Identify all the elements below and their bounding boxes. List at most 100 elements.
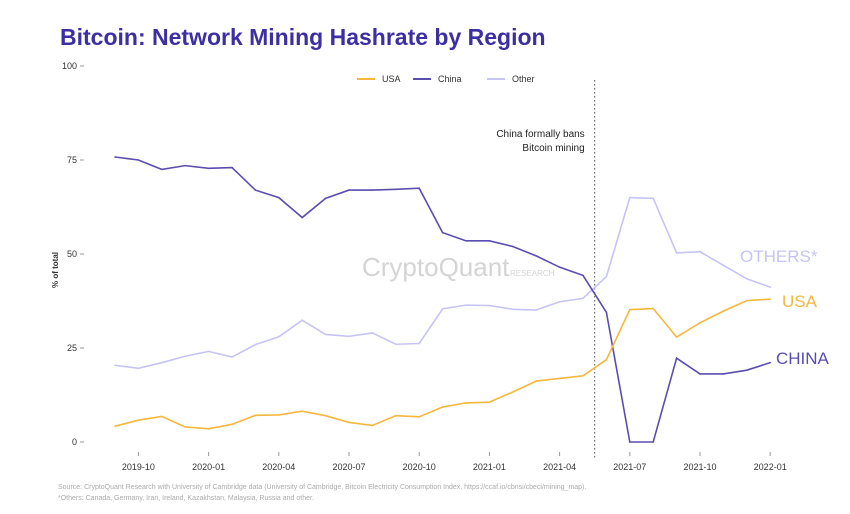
data-point-other bbox=[746, 278, 748, 280]
data-point-china bbox=[348, 189, 350, 191]
data-point-china bbox=[675, 357, 678, 359]
data-point-other bbox=[558, 300, 561, 303]
data-point-china bbox=[441, 231, 444, 234]
data-point-usa bbox=[488, 401, 491, 403]
others-footnote: *Others: Canada, Germany, Iran, Ireland,… bbox=[58, 495, 314, 502]
x-tick-label: 2020-10 bbox=[403, 462, 436, 472]
data-point-china bbox=[371, 189, 374, 191]
series-line-china bbox=[114, 156, 771, 443]
data-point-other bbox=[301, 319, 304, 321]
y-axis-label: % of total bbox=[51, 252, 60, 288]
data-point-usa bbox=[348, 421, 350, 424]
annotation-text: Bitcoin mining bbox=[522, 143, 584, 154]
data-point-china bbox=[769, 361, 771, 364]
data-point-china bbox=[254, 189, 257, 191]
series-line-usa bbox=[114, 298, 771, 430]
data-point-usa bbox=[675, 336, 678, 338]
data-point-usa bbox=[582, 375, 584, 377]
data-point-other bbox=[114, 364, 116, 367]
data-point-china bbox=[161, 168, 163, 171]
watermark: CryptoQuant bbox=[362, 252, 510, 282]
data-point-other bbox=[231, 356, 233, 358]
annotation-text: China formally bans bbox=[496, 129, 584, 140]
data-point-other bbox=[652, 197, 654, 200]
data-point-other bbox=[465, 304, 467, 306]
data-point-usa bbox=[231, 423, 233, 426]
data-point-other bbox=[675, 252, 678, 254]
data-point-usa bbox=[769, 298, 771, 300]
y-tick-label: 0 bbox=[72, 437, 77, 447]
data-point-other bbox=[441, 308, 444, 310]
data-point-usa bbox=[441, 406, 444, 408]
x-tick-label: 2021-10 bbox=[683, 462, 716, 472]
data-point-china bbox=[605, 311, 608, 314]
series-line-other bbox=[114, 196, 771, 370]
data-point-other bbox=[488, 304, 491, 307]
x-tick-label: 2020-01 bbox=[192, 462, 225, 472]
data-point-china bbox=[488, 240, 491, 242]
end-label-other: OTHERS* bbox=[740, 247, 818, 266]
data-point-china bbox=[535, 255, 537, 257]
y-tick-label: 25 bbox=[67, 343, 77, 353]
legend-label-other: Other bbox=[512, 74, 535, 84]
source-note: Source: CryptoQuant Research with Univer… bbox=[58, 484, 587, 491]
data-point-other bbox=[418, 342, 421, 345]
data-point-china bbox=[699, 373, 701, 375]
x-tick-label: 2020-04 bbox=[262, 462, 295, 472]
data-point-other bbox=[512, 308, 514, 311]
data-point-usa bbox=[371, 424, 374, 427]
chart-title: Bitcoin: Network Mining Hashrate by Regi… bbox=[60, 24, 546, 50]
data-point-other bbox=[699, 250, 701, 253]
x-tick-label: 2020-07 bbox=[332, 462, 365, 472]
data-point-usa bbox=[207, 428, 210, 430]
data-point-china bbox=[207, 167, 210, 170]
data-point-china bbox=[746, 369, 748, 371]
data-point-usa bbox=[512, 391, 514, 393]
data-point-other bbox=[605, 275, 608, 278]
x-tick-label: 2022-01 bbox=[754, 462, 787, 472]
data-point-other bbox=[278, 335, 280, 338]
data-point-other bbox=[254, 343, 257, 346]
data-point-china bbox=[114, 156, 116, 158]
data-point-other bbox=[184, 355, 186, 358]
end-label-usa: USA bbox=[782, 292, 818, 311]
data-point-usa bbox=[746, 299, 748, 302]
data-point-other bbox=[324, 333, 327, 336]
x-tick-label: 2021-01 bbox=[473, 462, 506, 472]
x-tick-label: 2021-04 bbox=[543, 462, 576, 472]
data-point-usa bbox=[629, 308, 631, 311]
data-point-usa bbox=[652, 307, 654, 310]
data-point-china bbox=[465, 240, 467, 242]
data-point-usa bbox=[161, 415, 163, 418]
data-point-china bbox=[301, 216, 304, 219]
data-point-usa bbox=[184, 426, 186, 428]
data-point-usa bbox=[535, 380, 537, 382]
data-point-other bbox=[629, 196, 631, 199]
data-point-usa bbox=[324, 414, 327, 417]
data-point-usa bbox=[301, 410, 304, 412]
data-point-other bbox=[371, 332, 374, 334]
data-point-other bbox=[348, 335, 350, 338]
data-point-usa bbox=[418, 416, 421, 418]
data-point-usa bbox=[558, 377, 561, 380]
y-tick-label: 100 bbox=[62, 61, 77, 71]
data-point-china bbox=[652, 441, 654, 443]
data-point-china bbox=[395, 188, 397, 191]
data-point-other bbox=[535, 309, 537, 311]
x-tick-label: 2021-07 bbox=[613, 462, 646, 472]
legend-label-china: China bbox=[438, 74, 462, 84]
data-point-china bbox=[278, 196, 280, 199]
watermark-sub: RESEARCH bbox=[510, 269, 555, 278]
data-point-other bbox=[395, 343, 397, 346]
data-point-china bbox=[512, 245, 514, 248]
data-point-china bbox=[558, 266, 561, 268]
x-tick-label: 2019-10 bbox=[122, 462, 155, 472]
data-point-usa bbox=[254, 414, 257, 417]
data-point-other bbox=[207, 350, 210, 353]
data-point-usa bbox=[395, 414, 397, 417]
y-tick-label: 50 bbox=[67, 249, 77, 259]
data-point-usa bbox=[278, 414, 280, 416]
y-tick-label: 75 bbox=[67, 155, 77, 165]
data-point-usa bbox=[137, 419, 140, 421]
